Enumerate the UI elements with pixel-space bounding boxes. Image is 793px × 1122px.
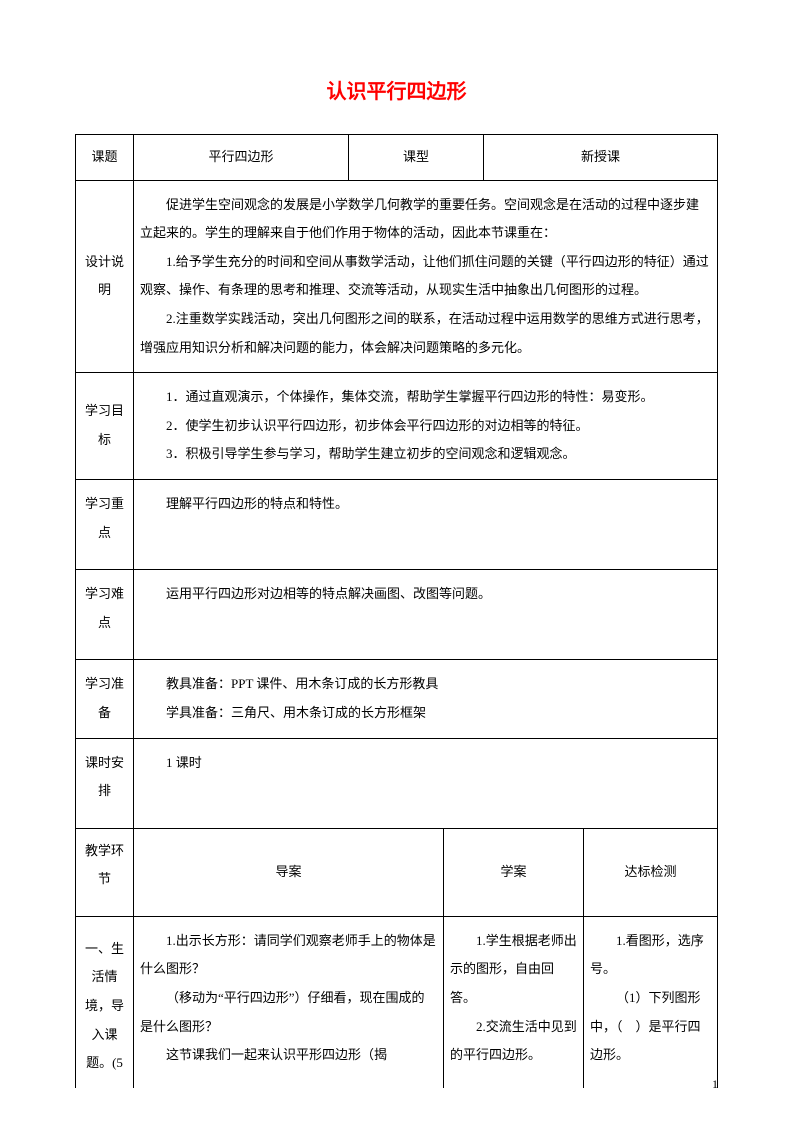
section1-row: 一、生活情境，导入课题。(5 1.出示长方形：请同学们观察老师手上的物体是什么图… — [76, 916, 718, 1087]
value-type: 新授课 — [484, 135, 718, 181]
period-row: 课时安排 1 课时 — [76, 738, 718, 828]
goals-p1: 1．通过直观演示，个体操作，集体交流，帮助学生掌握平行四边形的特性：易变形。 — [140, 383, 711, 412]
label-topic: 课题 — [76, 135, 134, 181]
section1-guide-p3: 这节课我们一起来认识平形四边形（揭 — [140, 1041, 437, 1070]
goals-p2: 2．使学生初步认识平行四边形，初步体会平行四边形的对边相等的特征。 — [140, 412, 711, 441]
goals-row: 学习目标 1．通过直观演示，个体操作，集体交流，帮助学生掌握平行四边形的特性：易… — [76, 373, 718, 480]
design-row: 设计说明 促进学生空间观念的发展是小学数学几何教学的重要任务。空间观念是在活动的… — [76, 180, 718, 373]
goals-label: 学习目标 — [76, 373, 134, 480]
section-header-check: 达标检测 — [584, 828, 718, 916]
goals-p3: 3．积极引导学生参与学习，帮助学生建立初步的空间观念和逻辑观念。 — [140, 440, 711, 469]
section1-case: 1.学生根据老师出示的图形，自由回答。 2.交流生活中见到的平行四边形。 — [444, 916, 584, 1087]
section1-label: 一、生活情境，导入课题。(5 — [76, 916, 134, 1087]
lesson-plan-table: 课题 平行四边形 课型 新授课 设计说明 促进学生空间观念的发展是小学数学几何教… — [75, 134, 718, 1088]
keypoint-text: 理解平行四边形的特点和特性。 — [140, 490, 711, 519]
label-type: 课型 — [349, 135, 484, 181]
prep-label: 学习准备 — [76, 660, 134, 738]
period-label: 课时安排 — [76, 738, 134, 828]
keypoint-content: 理解平行四边形的特点和特性。 — [134, 479, 718, 569]
difficulty-label: 学习难点 — [76, 570, 134, 660]
difficulty-content: 运用平行四边形对边相等的特点解决画图、改图等问题。 — [134, 570, 718, 660]
design-content: 促进学生空间观念的发展是小学数学几何教学的重要任务。空间观念是在活动的过程中逐步… — [134, 180, 718, 373]
period-content: 1 课时 — [134, 738, 718, 828]
period-text: 1 课时 — [140, 749, 711, 778]
keypoint-row: 学习重点 理解平行四边形的特点和特性。 — [76, 479, 718, 569]
section1-guide-p1: 1.出示长方形：请同学们观察老师手上的物体是什么图形？ — [140, 927, 437, 984]
header-row: 课题 平行四边形 课型 新授课 — [76, 135, 718, 181]
design-label: 设计说明 — [76, 180, 134, 373]
section1-check-p1: 1.看图形，选序号。 — [590, 927, 711, 984]
prep-content: 教具准备：PPT 课件、用木条订成的长方形教具 学具准备：三角尺、用木条订成的长… — [134, 660, 718, 738]
keypoint-label: 学习重点 — [76, 479, 134, 569]
section-header-label: 教学环节 — [76, 828, 134, 916]
page-number: 1 — [712, 1077, 718, 1092]
section-header-row: 教学环节 导案 学案 达标检测 — [76, 828, 718, 916]
section1-guide-p2: （移动为“平行四边形”）仔细看，现在围成的是什么图形？ — [140, 984, 437, 1041]
section-header-case: 学案 — [444, 828, 584, 916]
design-p1: 促进学生空间观念的发展是小学数学几何教学的重要任务。空间观念是在活动的过程中逐步… — [140, 191, 711, 248]
prep-row: 学习准备 教具准备：PPT 课件、用木条订成的长方形教具 学具准备：三角尺、用木… — [76, 660, 718, 738]
page-title: 认识平行四边形 — [75, 75, 718, 104]
design-p2: 1.给予学生充分的时间和空间从事数学活动，让他们抓住问题的关键（平行四边形的特征… — [140, 248, 711, 305]
prep-p2: 学具准备：三角尺、用木条订成的长方形框架 — [140, 699, 711, 728]
design-p3: 2.注重数学实践活动，突出几何图形之间的联系，在活动过程中运用数学的思维方式进行… — [140, 305, 711, 362]
goals-content: 1．通过直观演示，个体操作，集体交流，帮助学生掌握平行四边形的特性：易变形。 2… — [134, 373, 718, 480]
section1-guide: 1.出示长方形：请同学们观察老师手上的物体是什么图形？ （移动为“平行四边形”）… — [134, 916, 444, 1087]
value-topic: 平行四边形 — [134, 135, 349, 181]
section1-case-p2: 2.交流生活中见到的平行四边形。 — [450, 1013, 577, 1070]
section-header-guide: 导案 — [134, 828, 444, 916]
section1-check-p2: （1）下列图形中，（ ）是平行四边形。 — [590, 984, 711, 1070]
section1-case-p1: 1.学生根据老师出示的图形，自由回答。 — [450, 927, 577, 1013]
difficulty-text: 运用平行四边形对边相等的特点解决画图、改图等问题。 — [140, 580, 711, 609]
section1-check: 1.看图形，选序号。 （1）下列图形中，（ ）是平行四边形。 — [584, 916, 718, 1087]
prep-p1: 教具准备：PPT 课件、用木条订成的长方形教具 — [140, 670, 711, 699]
difficulty-row: 学习难点 运用平行四边形对边相等的特点解决画图、改图等问题。 — [76, 570, 718, 660]
